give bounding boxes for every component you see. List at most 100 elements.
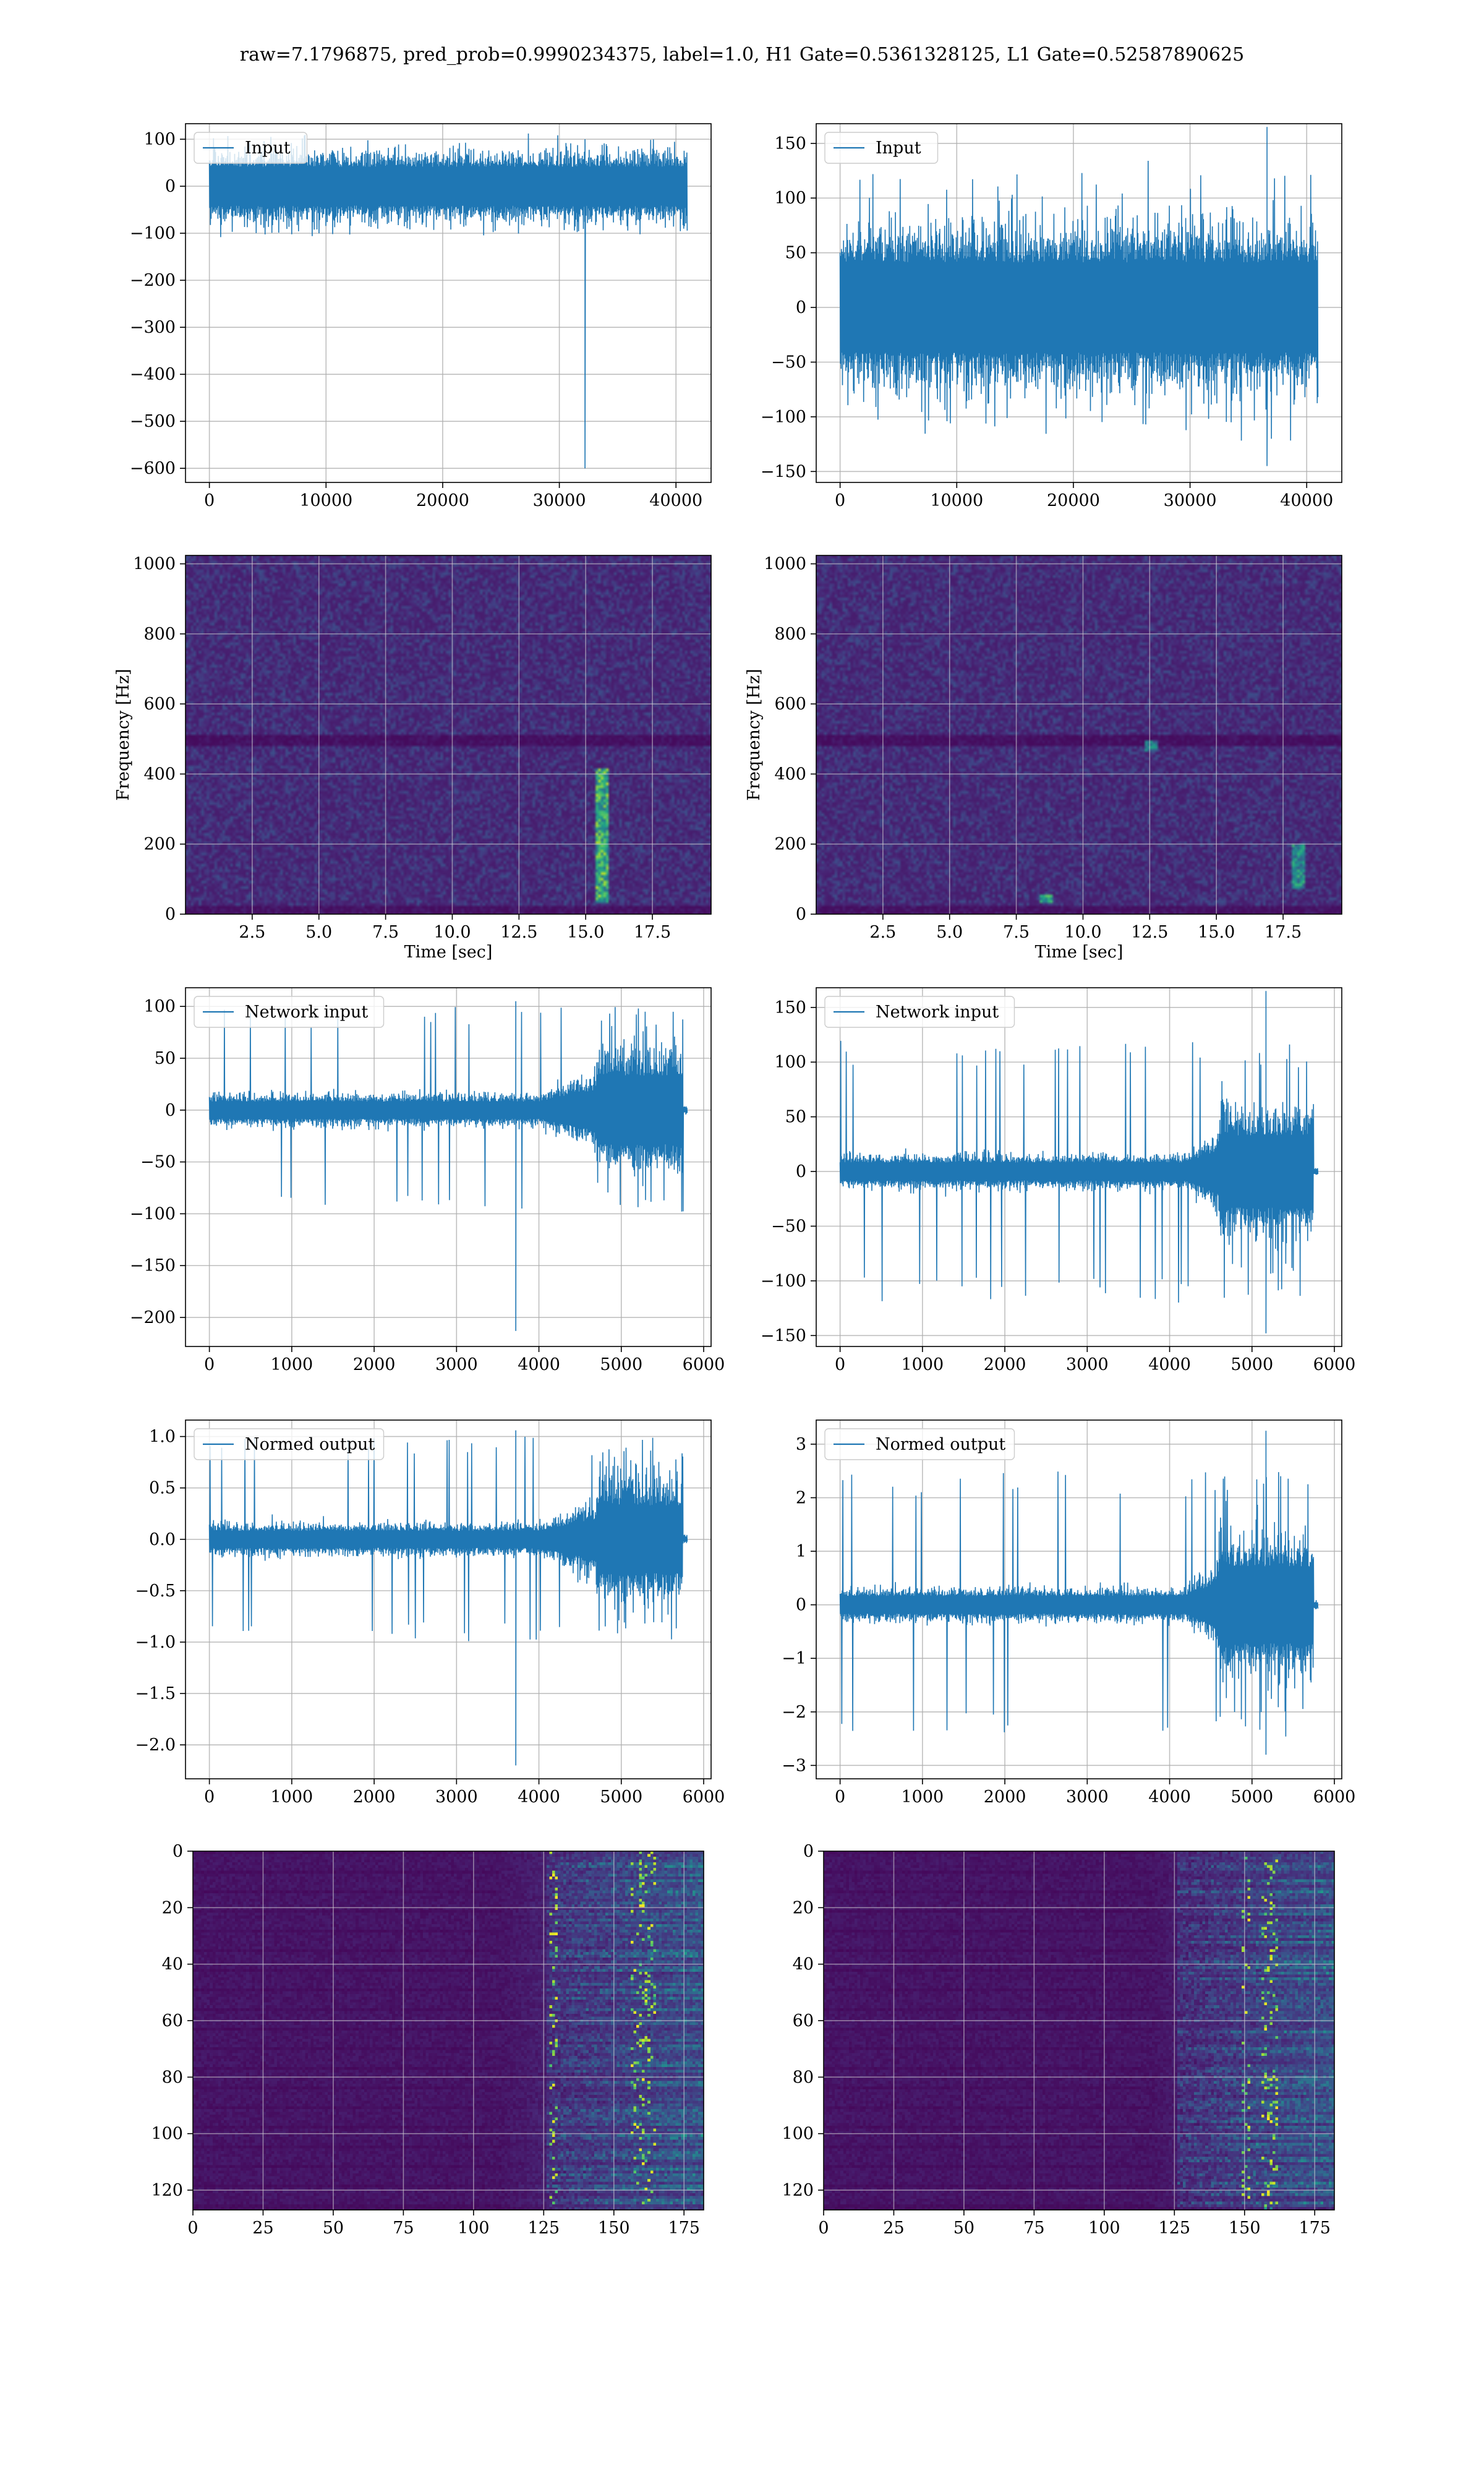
h1-feature-map-xtick-label: 150 <box>598 2219 630 2238</box>
h1-normed-output-ytick-label: −1.5 <box>135 1684 176 1703</box>
h1-network-input-xtick-label: 3000 <box>435 1355 478 1374</box>
l1-input-xtick-label: 20000 <box>1047 491 1100 510</box>
h1-input-ytick-label: −400 <box>130 365 176 384</box>
h1-input-frame <box>185 123 712 483</box>
h1-spectrogram-ytick-label: 200 <box>143 835 176 854</box>
h1-network-input-xtick-label: 6000 <box>683 1355 725 1374</box>
l1-feature-map-axes: 0 25 50 75 100 125 150 175 0 20 40 60 80 100 120 <box>782 1842 1335 2238</box>
l1-normed-output-ytick-label: −2 <box>782 1703 806 1722</box>
l1-spectrogram-frame <box>816 555 1342 915</box>
l1-spectrogram-xtick-label: 7.5 <box>1003 923 1030 942</box>
l1-feature-map-xtick-label: 125 <box>1159 2219 1191 2238</box>
l1-network-input-ytick-label: 100 <box>774 1053 806 1072</box>
h1-normed-output-ytick-label: −0.5 <box>135 1582 176 1601</box>
h1-network-input-ytick-label: −200 <box>130 1308 176 1327</box>
l1-network-input-axes: 0 1000 2000 3000 4000 5000 6000 150 100 50 0 −50 −10… <box>761 987 1356 1374</box>
h1-normed-output-ytick-label: −2.0 <box>135 1736 176 1755</box>
l1-network-input-xtick-label: 3000 <box>1066 1355 1109 1374</box>
h1-normed-output-xtick-label: 1000 <box>271 1787 313 1807</box>
h1-input-ytick-label: −500 <box>130 412 176 431</box>
h1-input-ytick-label: −300 <box>130 318 176 337</box>
l1-spectrogram-xtick-label: 12.5 <box>1131 923 1168 942</box>
h1-input-legend-label: Input <box>245 139 291 158</box>
l1-network-input-ytick-label: 150 <box>774 998 806 1017</box>
l1-input-ytick-label: −150 <box>761 462 806 481</box>
l1-input-legend: Input <box>824 132 939 164</box>
l1-normed-output-xtick-label: 0 <box>835 1787 845 1807</box>
h1-input-xtick-label: 40000 <box>649 491 702 510</box>
h1-feature-map-ytick-label: 100 <box>151 2125 183 2144</box>
l1-feature-map-frame <box>823 1851 1335 2211</box>
h1-feature-map-ytick-label: 40 <box>162 1955 183 1974</box>
h1-normed-output-ytick-label: 0.0 <box>149 1530 176 1549</box>
l1-normed-output-ytick-label: −1 <box>782 1649 806 1668</box>
l1-network-input-ytick-label: 50 <box>785 1108 806 1127</box>
l1-feature-map-ytick-label: 40 <box>793 1955 814 1974</box>
l1-normed-output-ytick-label: 1 <box>796 1542 806 1561</box>
h1-feature-map-ytick-label: 80 <box>162 2068 183 2087</box>
h1-spectrogram-ytick-label: 800 <box>143 625 176 644</box>
h1-network-input-ytick-label: −150 <box>130 1256 176 1275</box>
h1-network-input-xtick-label: 5000 <box>600 1355 642 1374</box>
h1-normed-output-xtick-label: 3000 <box>435 1787 478 1807</box>
h1-spectrogram-ytick-label: 600 <box>143 695 176 714</box>
h1-input-xtick-label: 20000 <box>416 491 469 510</box>
h1-feature-map-xtick-label: 100 <box>458 2219 490 2238</box>
figure-title: raw=7.1796875, pred_prob=0.9990234375, l… <box>240 44 1244 66</box>
h1-spectrogram-xtick-label: 7.5 <box>372 923 399 942</box>
l1-input-xtick-label: 10000 <box>930 491 983 510</box>
h1-input-ytick-label: −200 <box>130 271 176 290</box>
h1-spectrogram-xtick-label: 2.5 <box>239 923 265 942</box>
l1-network-input-series-line <box>839 991 1319 1333</box>
l1-feature-map-ytick-label: 80 <box>793 2068 814 2087</box>
l1-input-ytick-label: −100 <box>761 408 806 427</box>
h1-input-ytick-label: 0 <box>165 177 176 196</box>
l1-input-legend-label: Input <box>876 139 921 158</box>
l1-network-input-xtick-label: 6000 <box>1313 1355 1356 1374</box>
l1-input-xtick-label: 0 <box>835 491 845 510</box>
h1-normed-output-xtick-label: 5000 <box>600 1787 642 1807</box>
h1-spectrogram-ytick-label: 0 <box>165 905 176 924</box>
l1-input-xtick-label: 40000 <box>1280 491 1333 510</box>
l1-input-ytick-label: −50 <box>771 353 806 372</box>
l1-spectrogram-ytick-label: 1000 <box>764 555 806 574</box>
h1-feature-map-xtick-label: 25 <box>252 2219 273 2238</box>
l1-spectrogram-axes: 2.5 5.0 7.5 10.0 12.5 15.0 17.5 0 200 400 600 800 10… <box>744 555 1342 962</box>
l1-feature-map-ytick-label: 0 <box>803 1842 814 1861</box>
l1-spectrogram-xtick-label: 17.5 <box>1264 923 1302 942</box>
h1-input-legend: Input <box>194 132 308 164</box>
l1-network-input-legend-box <box>824 996 1015 1028</box>
h1-feature-map-xtick-label: 0 <box>187 2219 198 2238</box>
l1-normed-output-xtick-label: 4000 <box>1148 1787 1191 1807</box>
l1-network-input-legend: Network input <box>824 996 1015 1028</box>
l1-input-axes: 0 10000 20000 30000 40000 150 100 50 0 −50 −100 −15… <box>761 123 1342 510</box>
h1-feature-map-ytick-label: 120 <box>151 2181 183 2200</box>
l1-network-input-ytick-label: −50 <box>771 1217 806 1236</box>
l1-normed-output-frame <box>816 1419 1342 1779</box>
h1-spectrogram-xlabel: Time [sec] <box>404 943 493 962</box>
l1-feature-map-ytick-label: 60 <box>793 2011 814 2031</box>
l1-normed-output-ytick-label: −3 <box>782 1756 806 1775</box>
h1-normed-output-legend-label: Normed output <box>245 1435 375 1454</box>
h1-feature-map-xtick-label: 50 <box>323 2219 344 2238</box>
l1-normed-output-axes: 0 1000 2000 3000 4000 5000 6000 3 2 1 0 −1 −2 −3 Norme… <box>782 1419 1355 1807</box>
h1-network-input-axes: 0 1000 2000 3000 4000 5000 6000 100 50 0 −50 −100 −1… <box>130 987 725 1374</box>
h1-normed-output-axes: 0 1000 2000 3000 4000 5000 6000 1.0 0.5 0.0 −0.5 −1… <box>135 1419 725 1807</box>
l1-normed-output-legend-box <box>824 1428 1015 1460</box>
h1-input-legend-box <box>194 132 308 164</box>
l1-feature-map-xtick-label: 175 <box>1298 2219 1331 2238</box>
l1-normed-output-legend-label: Normed output <box>876 1435 1005 1454</box>
l1-input-legend-box <box>824 132 939 164</box>
h1-input-xtick-label: 10000 <box>299 491 352 510</box>
l1-spectrogram-ytick-label: 400 <box>774 764 806 784</box>
h1-network-input-frame <box>185 987 712 1347</box>
h1-feature-map-axes: 0 25 50 75 100 125 150 175 0 20 40 60 80 100 120 <box>151 1842 704 2238</box>
h1-network-input-ytick-label: −50 <box>140 1153 176 1172</box>
h1-network-input-xtick-label: 1000 <box>271 1355 313 1374</box>
l1-network-input-legend-label: Network input <box>876 1003 999 1022</box>
l1-normed-output-series-line <box>839 1431 1319 1755</box>
h1-spectrogram-xtick-label: 15.0 <box>567 923 604 942</box>
l1-network-input-ytick-label: −100 <box>761 1272 806 1291</box>
h1-input-axes: 0 10000 20000 30000 40000 100 0 −100 −200 −300 −40… <box>130 123 712 510</box>
